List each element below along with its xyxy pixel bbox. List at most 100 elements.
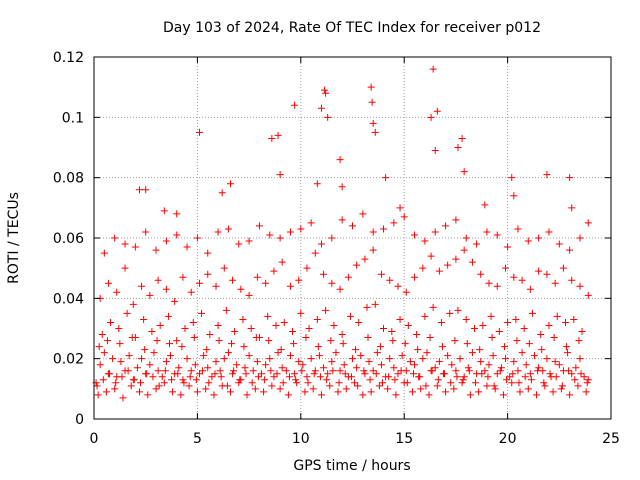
- data-point: [118, 373, 126, 381]
- data-point: [274, 131, 282, 139]
- data-point: [497, 364, 505, 372]
- data-point: [404, 321, 412, 329]
- data-point: [251, 385, 259, 393]
- data-point: [286, 352, 294, 360]
- data-point: [411, 361, 419, 369]
- data-point: [93, 382, 101, 390]
- data-point: [559, 264, 567, 272]
- data-point: [240, 343, 248, 351]
- data-point: [121, 264, 129, 272]
- data-point: [577, 370, 585, 378]
- data-point: [450, 385, 458, 393]
- data-point: [270, 267, 278, 275]
- data-point: [268, 134, 276, 142]
- data-point: [481, 201, 489, 209]
- data-point: [338, 216, 346, 224]
- data-point: [295, 358, 303, 366]
- data-point: [317, 104, 325, 112]
- data-point: [566, 391, 574, 399]
- x-tick-label: 25: [602, 431, 620, 447]
- data-point: [435, 267, 443, 275]
- data-point: [223, 382, 231, 390]
- data-point: [266, 355, 274, 363]
- data-point: [429, 303, 437, 311]
- data-point: [479, 321, 487, 329]
- data-point: [293, 379, 301, 387]
- data-point: [258, 370, 266, 378]
- data-point: [541, 382, 549, 390]
- data-point: [471, 325, 479, 332]
- data-point: [224, 225, 232, 233]
- data-point: [408, 388, 416, 396]
- data-point: [183, 243, 191, 251]
- data-point: [416, 373, 424, 381]
- data-point: [526, 370, 534, 378]
- data-point: [402, 288, 410, 296]
- data-point: [493, 370, 501, 378]
- data-point: [116, 340, 124, 348]
- data-point: [400, 213, 408, 221]
- data-point: [229, 370, 237, 378]
- data-point: [570, 315, 578, 323]
- data-point: [193, 234, 201, 242]
- data-point: [264, 312, 272, 320]
- data-point: [173, 231, 181, 239]
- data-point: [352, 346, 360, 354]
- data-point: [583, 379, 591, 387]
- data-point: [477, 358, 485, 366]
- data-point: [406, 358, 414, 366]
- data-point: [220, 264, 228, 272]
- data-point: [543, 270, 551, 278]
- data-point: [102, 388, 110, 396]
- data-point: [168, 376, 176, 384]
- data-point: [341, 370, 349, 378]
- data-point: [104, 279, 112, 287]
- data-point: [195, 370, 203, 378]
- data-point: [411, 273, 419, 281]
- data-point: [484, 373, 492, 381]
- data-point: [322, 89, 330, 97]
- data-point: [575, 337, 583, 345]
- data-point: [502, 264, 510, 272]
- data-point: [502, 355, 510, 363]
- data-point: [303, 264, 311, 272]
- data-point: [431, 228, 439, 236]
- data-point: [546, 370, 554, 378]
- data-point: [323, 376, 331, 384]
- data-point: [448, 361, 456, 369]
- data-point: [361, 255, 369, 263]
- data-point: [520, 325, 528, 332]
- data-point: [150, 349, 158, 357]
- x-axis-label: GPS time / hours: [293, 458, 410, 474]
- data-point: [386, 276, 394, 284]
- data-point: [216, 367, 224, 375]
- data-point: [217, 373, 225, 381]
- data-point: [253, 358, 261, 366]
- data-point: [186, 373, 194, 381]
- data-point: [162, 358, 170, 366]
- data-point: [305, 325, 313, 332]
- data-point: [576, 282, 584, 290]
- data-point: [233, 361, 241, 369]
- data-point: [113, 288, 121, 296]
- data-point: [152, 246, 160, 254]
- data-point: [245, 291, 253, 299]
- data-point: [138, 282, 146, 290]
- data-point: [472, 379, 480, 387]
- data-point: [100, 249, 108, 257]
- data-point: [460, 168, 468, 176]
- data-point: [174, 370, 182, 378]
- data-point: [309, 385, 317, 393]
- data-point: [324, 370, 332, 378]
- data-point: [179, 376, 187, 384]
- data-point: [419, 355, 427, 363]
- data-point: [173, 210, 181, 218]
- data-point: [584, 219, 592, 227]
- data-point: [307, 219, 315, 227]
- data-point: [254, 373, 262, 381]
- data-point: [226, 388, 234, 396]
- data-point: [165, 340, 173, 348]
- data-point: [504, 318, 512, 326]
- data-point: [485, 361, 493, 369]
- data-point: [332, 349, 340, 357]
